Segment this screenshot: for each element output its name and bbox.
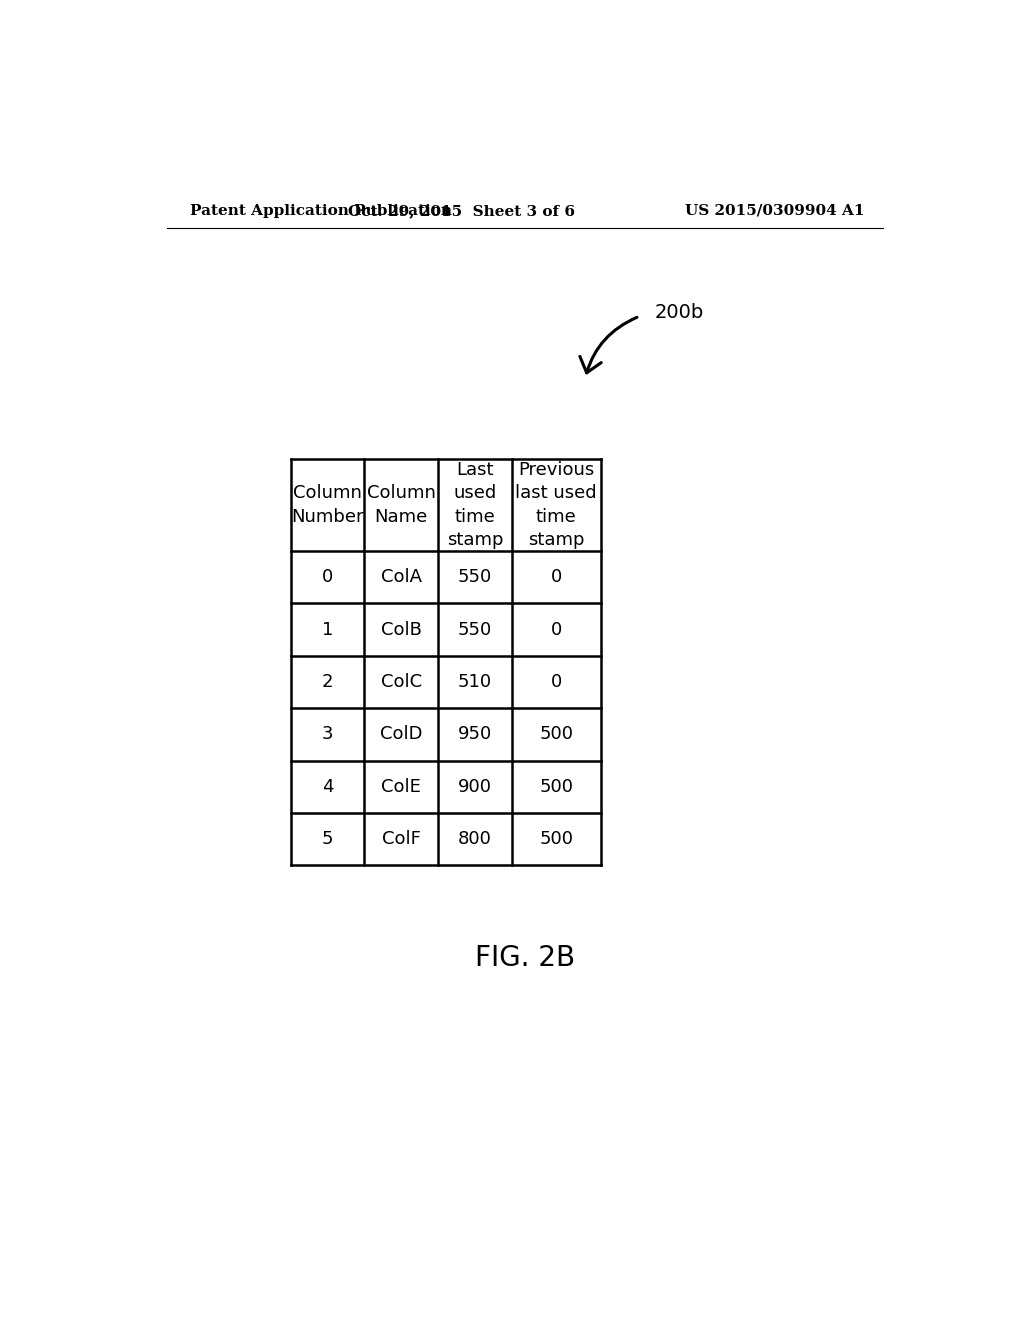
Text: Column
Name: Column Name [367,484,435,525]
Text: 900: 900 [458,777,492,796]
Text: 0: 0 [551,620,562,639]
Text: Oct. 29, 2015  Sheet 3 of 6: Oct. 29, 2015 Sheet 3 of 6 [348,203,574,218]
Text: 200b: 200b [655,302,705,322]
Text: 510: 510 [458,673,492,690]
Text: 500: 500 [540,777,573,796]
Text: 3: 3 [322,726,334,743]
Text: Last
used
time
stamp: Last used time stamp [446,461,503,549]
Text: ColC: ColC [381,673,422,690]
FancyArrowPatch shape [580,317,637,372]
Text: 500: 500 [540,830,573,847]
Text: 1: 1 [322,620,333,639]
Text: 4: 4 [322,777,334,796]
Text: 550: 550 [458,620,492,639]
Text: ColB: ColB [381,620,422,639]
Text: Column
Number: Column Number [291,484,364,525]
Text: 2: 2 [322,673,334,690]
Text: ColA: ColA [381,569,422,586]
Text: Previous
last used
time
stamp: Previous last used time stamp [515,461,597,549]
Text: US 2015/0309904 A1: US 2015/0309904 A1 [685,203,864,218]
Text: Patent Application Publication: Patent Application Publication [190,203,452,218]
Text: ColE: ColE [381,777,421,796]
Text: ColD: ColD [380,726,423,743]
Text: 800: 800 [458,830,492,847]
Text: 0: 0 [551,673,562,690]
Text: 5: 5 [322,830,334,847]
Text: ColF: ColF [382,830,421,847]
Text: 500: 500 [540,726,573,743]
Text: 0: 0 [551,569,562,586]
Text: 950: 950 [458,726,492,743]
Text: 550: 550 [458,569,492,586]
Text: FIG. 2B: FIG. 2B [475,944,574,972]
Text: 0: 0 [322,569,333,586]
